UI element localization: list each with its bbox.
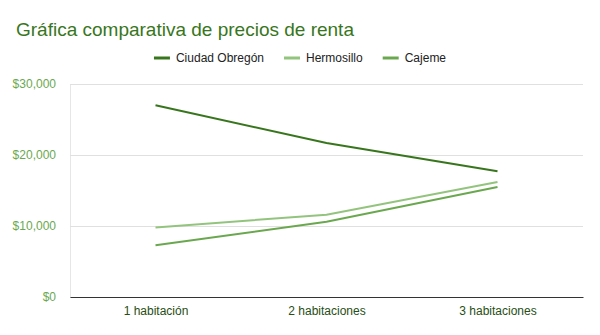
x-tick-label: 1 habitación	[124, 304, 189, 318]
legend-item: Ciudad Obregón	[154, 51, 264, 65]
y-tick: $20,000	[13, 148, 583, 162]
title: Gráfica comparativa de precios de renta	[16, 19, 354, 40]
legend-label: Cajeme	[405, 51, 447, 65]
y-tick-label: $30,000	[13, 77, 57, 91]
series-line	[156, 105, 498, 171]
y-tick-label: $20,000	[13, 148, 57, 162]
x-tick: 1 habitación	[124, 297, 189, 318]
x-axis-line	[71, 297, 584, 298]
legend-item: Cajeme	[383, 51, 447, 65]
y-tick: $0	[43, 290, 583, 304]
grid-line	[70, 226, 583, 227]
series-line	[156, 182, 498, 227]
legend-swatch	[284, 57, 300, 60]
series-line	[156, 187, 498, 245]
x-tick: 3 habitaciones	[459, 297, 536, 318]
series-lines	[156, 105, 498, 245]
y-axis-line	[71, 85, 584, 298]
grid-line	[70, 84, 583, 85]
legend: Ciudad Obregón Hermosillo Cajeme	[154, 51, 446, 65]
x-tick-label: 3 habitaciones	[459, 304, 536, 318]
y-axis: $0 $10,000 $20,000 $30,000	[13, 77, 583, 304]
y-tick: $30,000	[13, 77, 583, 91]
grid-line	[70, 155, 583, 156]
x-tick-label: 2 habitaciones	[288, 304, 365, 318]
plot: $0 $10,000 $20,000 $30,000 1 habitación 2 hab…	[13, 77, 584, 317]
legend-swatch	[383, 57, 399, 60]
x-tick: 2 habitaciones	[288, 297, 365, 318]
chart: Gráfica comparativa de precios de renta $…	[0, 0, 600, 335]
legend-item: Hermosillo	[284, 51, 363, 65]
legend-swatch	[154, 57, 170, 60]
legend-label: Hermosillo	[306, 51, 363, 65]
x-axis: 1 habitación 2 habitaciones 3 habitaciones	[71, 297, 584, 318]
y-tick-label: $0	[43, 290, 57, 304]
legend-label: Ciudad Obregón	[176, 51, 264, 65]
y-tick-label: $10,000	[13, 219, 57, 233]
grid-line	[70, 297, 583, 298]
